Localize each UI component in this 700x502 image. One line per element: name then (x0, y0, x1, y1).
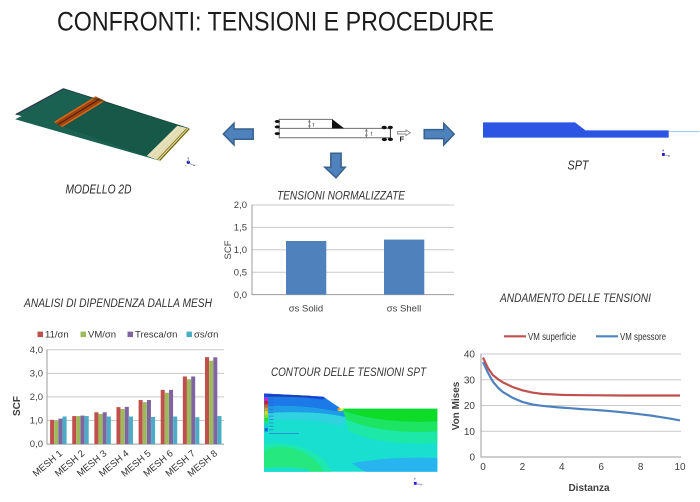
svg-text:0,0: 0,0 (234, 290, 247, 301)
svg-text:Tresca/σn: Tresca/σn (135, 329, 177, 340)
svg-text:ANALISI DI DIPENDENZA DALLA ME: ANALISI DI DIPENDENZA DALLA MESH (23, 298, 213, 310)
svg-text:VM superficie: VM superficie (528, 332, 576, 343)
svg-text:0,0: 0,0 (30, 439, 43, 450)
svg-text:6: 6 (598, 462, 604, 473)
svg-text:8: 8 (638, 462, 644, 473)
svg-text:3,0: 3,0 (30, 368, 43, 379)
svg-text:0,5: 0,5 (234, 267, 247, 278)
svg-text:2: 2 (520, 462, 526, 473)
svg-text:σs/σn: σs/σn (194, 329, 218, 340)
svg-text:40: 40 (464, 350, 476, 361)
svg-text:1,5: 1,5 (234, 223, 247, 234)
svg-text:0: 0 (469, 453, 475, 464)
svg-text:SPT: SPT (568, 159, 590, 173)
svg-text:CONFRONTI: TENSIONI E PROCEDUR: CONFRONTI: TENSIONI E PROCEDURE (57, 7, 494, 37)
svg-text:ANDAMENTO DELLE TENSIONI: ANDAMENTO DELLE TENSIONI (499, 293, 652, 305)
svg-text:t: t (371, 132, 373, 138)
svg-text:SCF: SCF (12, 396, 23, 416)
svg-text:SCF: SCF (223, 240, 234, 259)
svg-text:VM/σn: VM/σn (88, 329, 116, 340)
svg-text:MODELLO 2D: MODELLO 2D (66, 182, 132, 197)
svg-text:σs Solid: σs Solid (289, 304, 323, 315)
svg-text:10: 10 (674, 462, 686, 473)
svg-text:20: 20 (464, 401, 476, 412)
svg-text:VM spessore: VM spessore (620, 332, 666, 343)
svg-text:0: 0 (480, 462, 486, 473)
svg-text:30: 30 (464, 375, 476, 386)
svg-text:4,0: 4,0 (30, 345, 43, 356)
svg-text:CONTOUR DELLE TESNIONI SPT: CONTOUR DELLE TESNIONI SPT (271, 367, 427, 379)
svg-text:2,0: 2,0 (234, 200, 247, 211)
svg-text:10: 10 (464, 427, 476, 438)
svg-text:1,0: 1,0 (234, 245, 247, 256)
svg-text:F: F (400, 135, 405, 144)
svg-text:t: t (313, 123, 315, 129)
svg-text:2,0: 2,0 (30, 392, 43, 403)
svg-text:11/σn: 11/σn (45, 329, 69, 340)
svg-text:TENSIONI NORMALIZZATE: TENSIONI NORMALIZZATE (277, 191, 405, 203)
svg-text:1,0: 1,0 (30, 416, 43, 427)
svg-text:Von Mises: Von Mises (451, 381, 462, 430)
svg-text:4: 4 (559, 462, 565, 473)
svg-text:Distanza: Distanza (568, 483, 610, 494)
svg-text:σs Shell: σs Shell (387, 304, 421, 315)
